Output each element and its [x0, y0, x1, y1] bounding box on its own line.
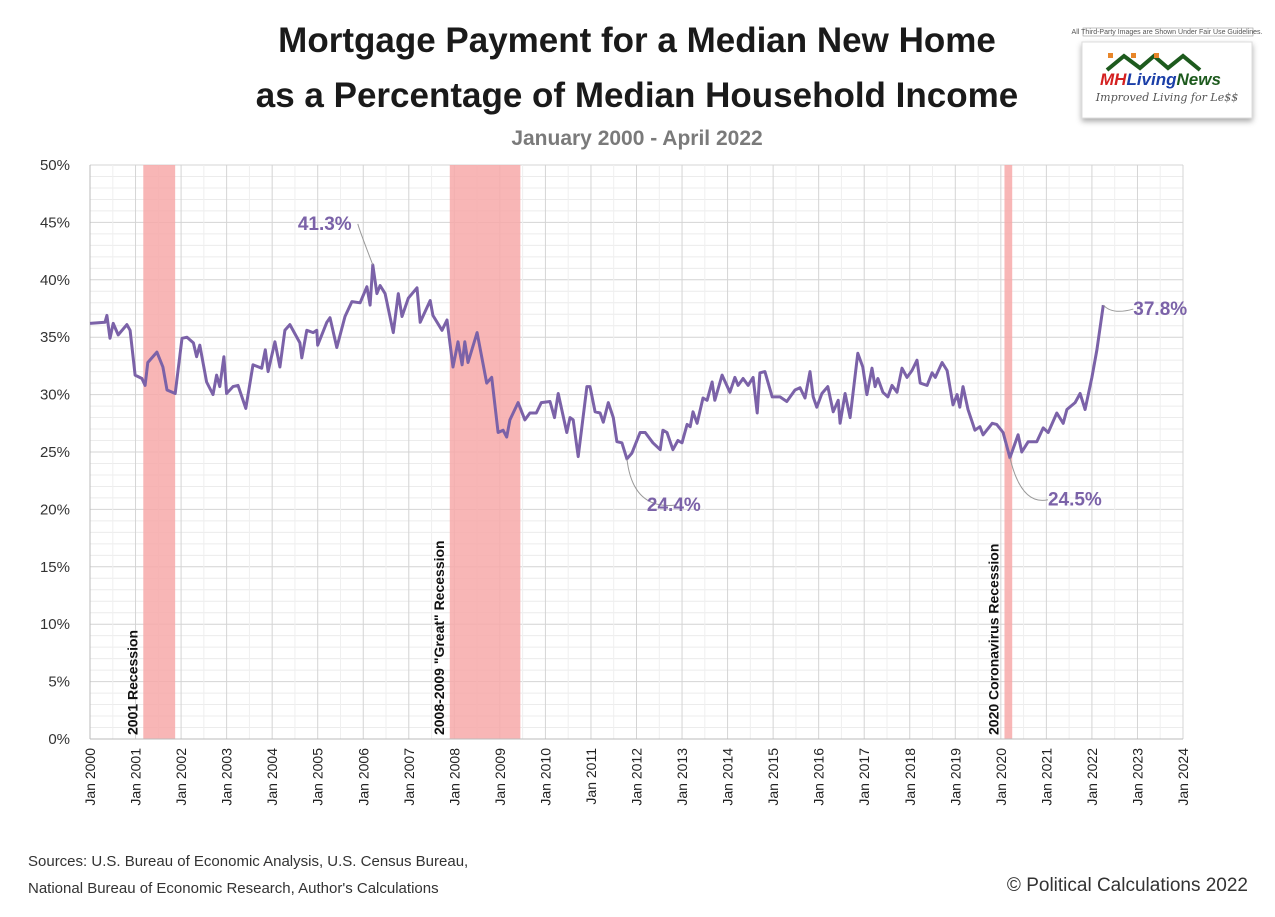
fair-use-notice: All Third-Party Images are Shown Under F…: [1072, 29, 1263, 36]
x-tick-label: Jan 2023: [1129, 748, 1145, 806]
y-tick-label: 15%: [40, 559, 70, 576]
annotation-label: 41.3%: [298, 214, 352, 235]
recession-label: 2001 Recession: [124, 630, 140, 735]
x-tick-label: Jan 2019: [947, 748, 963, 806]
x-tick-label: Jan 2010: [537, 748, 553, 806]
y-tick-label: 50%: [40, 157, 70, 174]
y-tick-label: 0%: [48, 731, 70, 748]
y-tick-label: 40%: [40, 272, 70, 289]
recession-band: [143, 165, 176, 739]
plot-area: 2001 Recession 2008-2009 "Great" Recessio…: [40, 157, 1191, 806]
recession-label: 2008-2009 "Great" Recession: [431, 540, 447, 735]
x-tick-label: Jan 2020: [993, 748, 1009, 806]
sources-line1: Sources: U.S. Bureau of Economic Analysi…: [28, 853, 468, 870]
x-tick-label: Jan 2003: [219, 748, 235, 806]
logo: All Third-Party Images are Shown Under F…: [1072, 27, 1263, 119]
x-tick-label: Jan 2008: [446, 748, 462, 806]
logo-tagline: Improved Living for Le$$: [1095, 91, 1238, 104]
y-tick-label: 30%: [40, 387, 70, 404]
series-line: [89, 263, 1105, 461]
x-tick-label: Jan 2024: [1175, 748, 1191, 806]
y-tick-label: 10%: [40, 616, 70, 633]
x-tick-label: Jan 2005: [310, 748, 326, 806]
x-tick-label: Jan 2011: [583, 748, 599, 805]
x-tick-label: Jan 2016: [811, 748, 827, 806]
recession-label: 2020 Coronavirus Recession: [985, 544, 1001, 735]
chart-title-line2: as a Percentage of Median Household Inco…: [256, 76, 1018, 115]
x-tick-label: Jan 2015: [765, 748, 781, 806]
annotation-label: 37.8%: [1133, 299, 1187, 320]
x-tick-label: Jan 2017: [856, 748, 872, 806]
annotation-leader: [1009, 457, 1049, 501]
x-tick-label: Jan 2009: [492, 748, 508, 806]
x-tick-label: Jan 2000: [82, 748, 98, 806]
x-tick-label: Jan 2018: [902, 748, 918, 806]
x-tick-label: Jan 2006: [355, 748, 371, 806]
annotation-leader: [626, 458, 678, 507]
y-tick-label: 35%: [40, 329, 70, 346]
y-tick-label: 45%: [40, 214, 70, 231]
annotation-label: 24.5%: [1048, 490, 1102, 511]
copyright: © Political Calculations 2022: [1007, 875, 1248, 896]
y-tick-label: 25%: [40, 444, 70, 461]
logo-roof-icon: [1105, 53, 1202, 72]
x-tick-label: Jan 2001: [128, 748, 144, 806]
logo-wordmark: MHLivingNews: [1100, 70, 1221, 89]
x-tick-label: Jan 2022: [1084, 748, 1100, 806]
x-tick-label: Jan 2021: [1038, 748, 1054, 806]
annotation-leader: [1102, 304, 1134, 312]
x-tick-label: Jan 2013: [674, 748, 690, 806]
y-tick-label: 20%: [40, 501, 70, 518]
recession-band: [449, 165, 521, 739]
x-tick-label: Jan 2007: [401, 748, 417, 806]
chart-title-line1: Mortgage Payment for a Median New Home: [278, 21, 996, 60]
chart-subtitle: January 2000 - April 2022: [511, 127, 762, 150]
annotation-label: 24.4%: [647, 495, 701, 516]
annotation-leader: [357, 223, 374, 266]
x-tick-label: Jan 2004: [264, 748, 280, 806]
y-tick-label: 5%: [48, 674, 70, 691]
x-tick-label: Jan 2012: [629, 748, 645, 806]
x-tick-label: Jan 2002: [173, 748, 189, 806]
sources-line2: National Bureau of Economic Research, Au…: [28, 880, 439, 897]
x-tick-label: Jan 2014: [720, 748, 736, 806]
